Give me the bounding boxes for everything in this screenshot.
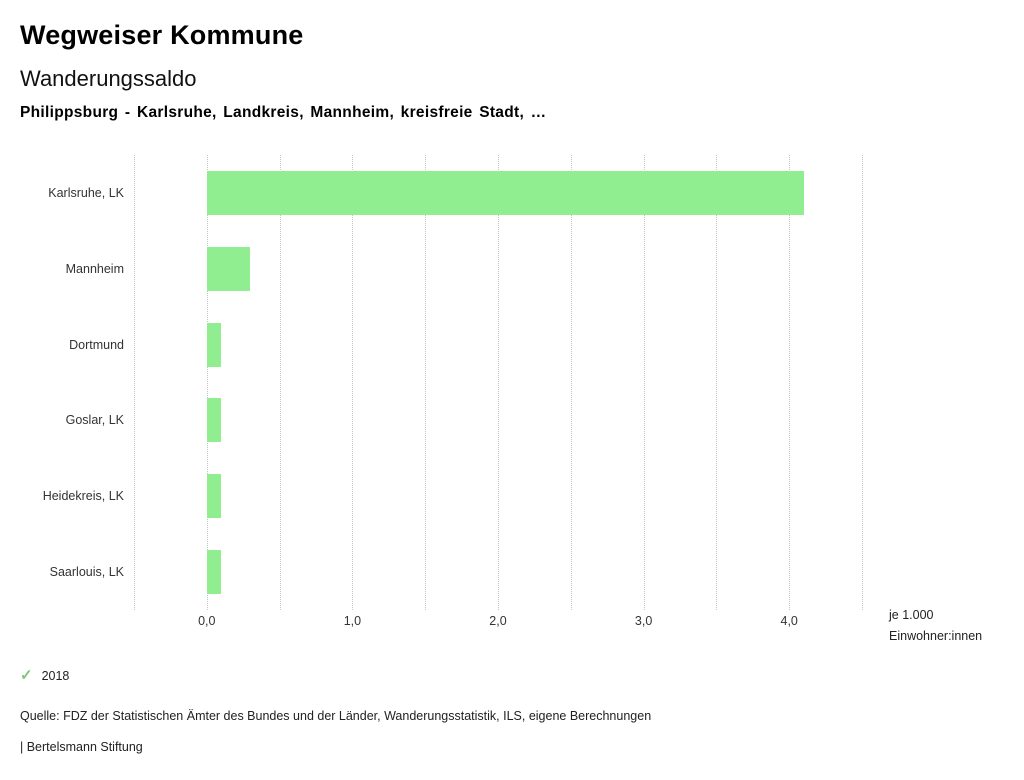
x-axis-tick-label: 0,0 bbox=[198, 614, 216, 628]
gridline bbox=[206, 155, 208, 610]
x-axis-tick-label: 3,0 bbox=[634, 614, 653, 628]
y-axis-label: Heidekreis, LK bbox=[42, 489, 124, 504]
bar-row bbox=[134, 458, 862, 534]
y-axis-label: Goslar, LK bbox=[65, 413, 124, 428]
brand-text: | Bertelsmann Stiftung bbox=[20, 740, 143, 754]
gridline bbox=[862, 155, 863, 610]
gridline bbox=[425, 155, 427, 610]
y-axis-label: Dortmund bbox=[69, 337, 124, 352]
gridline bbox=[643, 155, 645, 610]
x-axis-tick-label: 4,0 bbox=[780, 614, 798, 628]
axis-unit-label-line1: je 1.000 bbox=[889, 608, 934, 622]
x-axis-tick-label: 1,0 bbox=[343, 614, 362, 628]
bar-row bbox=[134, 155, 862, 231]
page-title: Wegweiser Kommune bbox=[20, 20, 304, 50]
chart-description: Philippsburg - Karlsruhe, Landkreis, Man… bbox=[20, 104, 547, 121]
bar-rows bbox=[134, 155, 862, 610]
gridline bbox=[716, 155, 718, 610]
y-axis-label: Mannheim bbox=[65, 261, 124, 276]
bar-row bbox=[134, 382, 862, 458]
axis-unit-label-line2: Einwohner:innen bbox=[889, 629, 983, 643]
gridline bbox=[498, 155, 499, 610]
gridline bbox=[134, 155, 135, 610]
y-axis-label: Saarlouis, LK bbox=[49, 565, 124, 580]
axis-unit-label: je 1.000 Einwohner:innen bbox=[889, 605, 982, 647]
check-icon: ✓ bbox=[20, 667, 33, 684]
gridline bbox=[352, 155, 354, 610]
bar-row bbox=[134, 231, 862, 307]
plot-area bbox=[134, 155, 863, 610]
legend-item-2018[interactable]: ✓ 2018 bbox=[20, 668, 69, 683]
gridline bbox=[789, 155, 791, 610]
bar-row bbox=[134, 534, 862, 610]
y-axis-labels: Karlsruhe, LK Mannheim Dortmund Goslar, LK H… bbox=[0, 155, 124, 610]
bar[interactable] bbox=[206, 398, 222, 443]
bar[interactable] bbox=[206, 246, 251, 291]
chart-subtitle: Wanderungssaldo bbox=[20, 66, 197, 91]
x-axis: 0,0 1,0 2,0 3,0 4,0 bbox=[134, 614, 862, 632]
bar[interactable] bbox=[206, 170, 804, 215]
bar-row bbox=[134, 307, 862, 383]
bar[interactable] bbox=[206, 474, 222, 519]
legend-label: 2018 bbox=[41, 668, 70, 683]
x-axis-tick-label: 2,0 bbox=[489, 614, 507, 628]
y-axis-label: Karlsruhe, LK bbox=[48, 185, 124, 200]
gridline bbox=[570, 155, 572, 610]
gridline bbox=[279, 155, 281, 610]
source-text: Quelle: FDZ der Statistischen Ämter des … bbox=[20, 709, 652, 723]
bar[interactable] bbox=[206, 322, 222, 367]
bar[interactable] bbox=[206, 550, 222, 595]
